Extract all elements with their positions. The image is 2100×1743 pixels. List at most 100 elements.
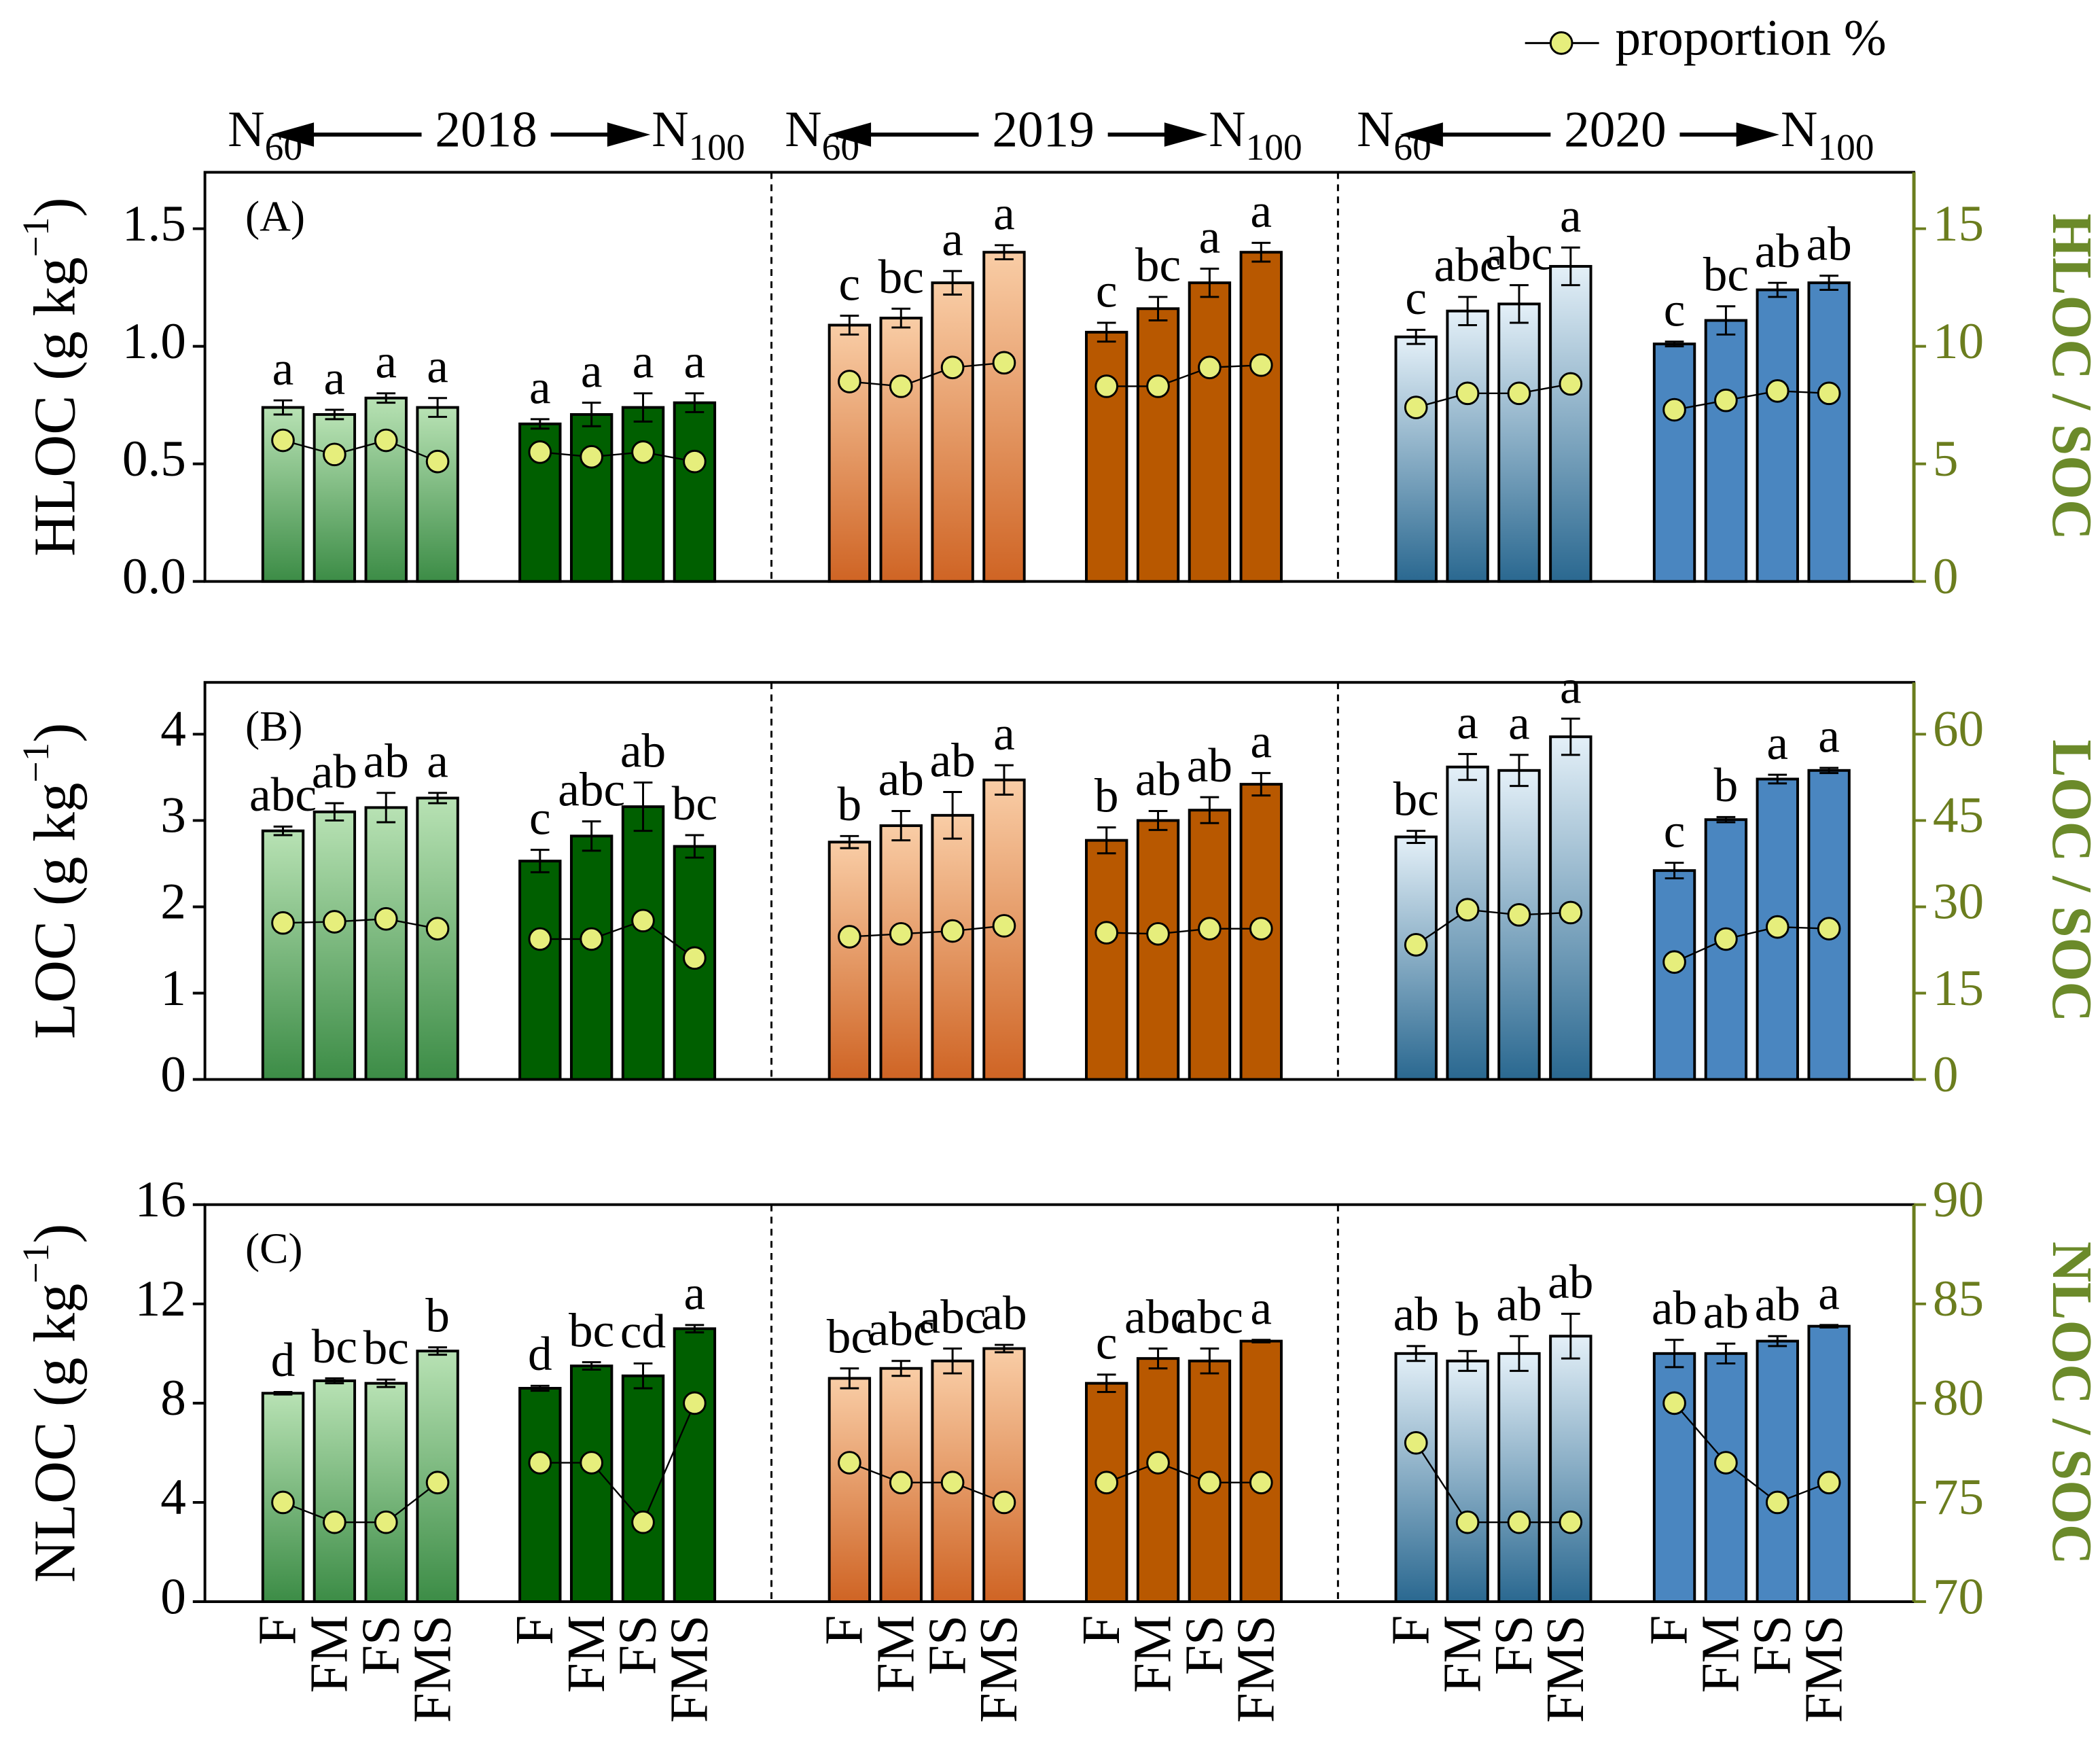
proportion-point — [1662, 398, 1686, 422]
y2-tick-label: 0 — [1933, 1046, 1959, 1103]
x-tick-label: F — [248, 1615, 308, 1645]
significance-letter: c — [529, 791, 551, 845]
proportion-point — [1817, 1471, 1841, 1495]
error-bar — [1251, 1339, 1271, 1343]
bar — [673, 401, 717, 583]
proportion-point — [1146, 1451, 1170, 1475]
proportion-point — [1095, 921, 1119, 945]
bar — [621, 406, 665, 583]
error-bar — [428, 397, 447, 418]
error-bar — [1200, 796, 1220, 824]
y2-axis-label: NLOC / SOC — [2041, 1242, 2100, 1565]
proportion-point — [1146, 374, 1170, 398]
bar — [1446, 765, 1489, 1081]
proportion-point — [1817, 917, 1841, 940]
proportion-point — [1095, 374, 1119, 398]
significance-letter: cd — [620, 1305, 666, 1358]
y-tick-label: 0 — [160, 1046, 186, 1103]
n-high-label: N100 — [1781, 101, 1874, 167]
proportion-point — [1249, 353, 1273, 377]
error-bar — [995, 244, 1014, 261]
x-tick-label: FM — [1691, 1615, 1751, 1693]
proportion-point — [992, 1490, 1016, 1515]
significance-letter: a — [427, 339, 448, 393]
y-tick-label: 2 — [160, 874, 186, 930]
x-tick-label: FMS — [1794, 1615, 1853, 1723]
significance-letter: abc — [1485, 226, 1552, 280]
proportion-point — [1455, 898, 1480, 922]
bar — [1084, 330, 1128, 583]
bar — [879, 317, 923, 583]
error-bar — [1665, 340, 1684, 348]
y-tick-label: 4 — [160, 1469, 186, 1526]
error-bar — [1510, 284, 1529, 324]
error-bar — [1148, 296, 1168, 322]
proportion-point — [683, 449, 707, 474]
proportion-line — [849, 1462, 1005, 1504]
bar — [569, 834, 613, 1081]
significance-letter: bc — [312, 1320, 357, 1373]
error-bar — [943, 270, 962, 296]
significance-letter: a — [1250, 1281, 1272, 1335]
y-axis-label: LOC (g kg−1) — [15, 723, 88, 1040]
significance-letter: ab — [1806, 217, 1851, 271]
error-bar — [582, 820, 601, 852]
significance-letter: ab — [1135, 752, 1181, 806]
bar — [931, 281, 974, 583]
y2-tick-label: 60 — [1933, 701, 1984, 758]
significance-letter: a — [375, 335, 397, 389]
error-bar — [1716, 305, 1736, 336]
y-tick-label: 12 — [135, 1271, 186, 1327]
error-bar — [1665, 1339, 1684, 1369]
error-bar — [325, 408, 344, 421]
error-bar — [685, 392, 705, 413]
proportion-point — [425, 449, 450, 474]
y-tick-label: 0.0 — [122, 548, 186, 605]
error-bar — [1561, 1312, 1580, 1360]
bar — [673, 1327, 717, 1604]
proportion-point — [1765, 915, 1790, 939]
proportion-point — [838, 370, 861, 393]
significance-letter: a — [427, 735, 448, 788]
significance-letter: a — [942, 213, 963, 266]
y2-tick-label: 70 — [1933, 1568, 1984, 1625]
arrow-head — [1736, 122, 1780, 147]
error-bar — [530, 849, 550, 874]
proportion-point — [1507, 902, 1531, 927]
proportion-point — [940, 355, 965, 380]
error-bar — [1768, 773, 1787, 785]
legend-label: proportion % — [1615, 10, 1886, 67]
bar — [827, 841, 872, 1081]
y2-tick-label: 80 — [1933, 1370, 1984, 1426]
bar — [1756, 288, 1799, 583]
error-bar — [376, 392, 396, 404]
y2-tick-label: 75 — [1933, 1469, 1984, 1526]
proportion-point — [528, 927, 552, 951]
arrow-head — [270, 122, 315, 147]
proportion-point — [528, 1451, 552, 1475]
proportion-line — [1674, 926, 1830, 963]
proportion-point — [1662, 1391, 1686, 1415]
significance-letter: a — [529, 361, 551, 415]
proportion-line — [1415, 383, 1571, 408]
significance-letter: ab — [1755, 1278, 1800, 1331]
proportion-point — [271, 1490, 295, 1515]
proportion-line — [1674, 390, 1830, 411]
significance-letter: d — [528, 1327, 552, 1381]
proportion-line — [1106, 1462, 1262, 1483]
panel-label: (C) — [245, 1225, 302, 1273]
proportion-point — [1198, 355, 1222, 380]
x-tick-label: FM — [556, 1615, 616, 1693]
error-bar — [633, 781, 653, 832]
bar — [1756, 1339, 1799, 1604]
proportion-point — [1146, 921, 1170, 946]
bar — [1652, 869, 1696, 1081]
proportion-point — [683, 1391, 707, 1415]
error-bar — [376, 1378, 396, 1388]
error-bar — [530, 1384, 550, 1392]
x-tick-label: FM — [300, 1615, 359, 1693]
significance-letter: abc — [1434, 239, 1501, 292]
proportion-point — [838, 1451, 861, 1475]
panel-label: (B) — [245, 703, 302, 750]
significance-letter: a — [581, 344, 603, 398]
